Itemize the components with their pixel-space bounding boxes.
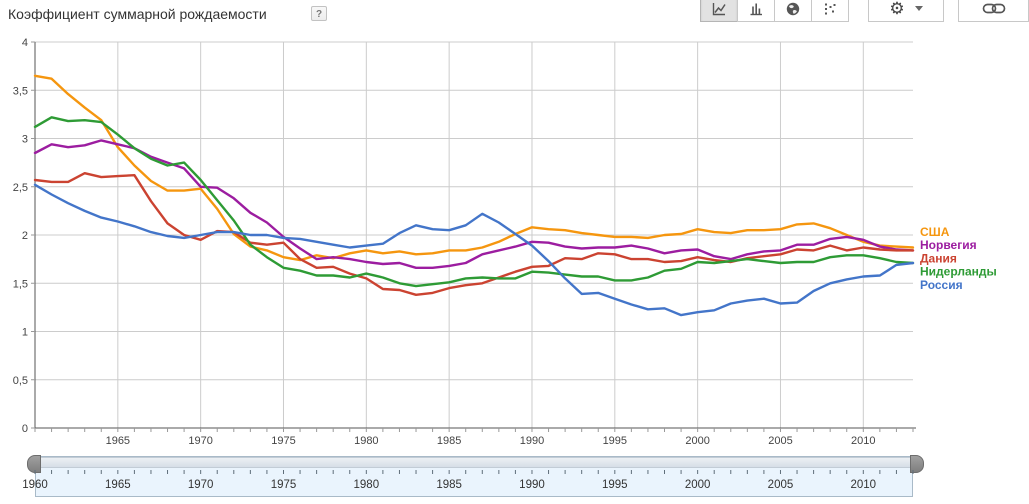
line-chart-icon	[710, 0, 728, 18]
series-line-netherlands[interactable]	[33, 116, 915, 288]
x-axis-label: 1995	[603, 435, 627, 447]
legend-label-usa[interactable]: США	[920, 225, 950, 239]
x-axis-label: 1990	[520, 435, 544, 447]
slider-handle-end[interactable]	[910, 455, 924, 473]
y-axis-label: 3,5	[13, 85, 28, 97]
globe-icon	[784, 0, 802, 18]
legend-label-norway[interactable]: Норвегия	[920, 238, 977, 252]
x-axis-label: 1980	[354, 435, 378, 447]
legend-label-denmark[interactable]: Дания	[920, 251, 957, 265]
series-line-denmark[interactable]	[33, 171, 915, 296]
x-axis-label: 1970	[188, 435, 212, 447]
legend-label-netherlands[interactable]: Нидерланды	[920, 265, 997, 279]
x-axis-label: 1965	[106, 435, 130, 447]
scatter-chart-icon	[821, 0, 839, 18]
y-axis-label: 4	[22, 37, 28, 49]
x-axis-label: 2000	[685, 435, 709, 447]
bar-chart-icon	[747, 0, 765, 18]
chevron-down-icon	[914, 6, 923, 11]
settings-button[interactable]: ⚙	[868, 0, 944, 22]
legend-label-russia[interactable]: Россия	[920, 278, 963, 292]
y-axis-label: 3	[22, 134, 28, 146]
line-chart-button[interactable]	[700, 0, 738, 22]
slider-track[interactable]	[35, 457, 913, 468]
fertility-rate-line-chart: 1965 1970 1975 1980 1985 1990 1995 2000 2005 2010…	[13, 37, 997, 447]
series-line-usa[interactable]	[33, 74, 915, 262]
page-title: Коэффициент суммарной рождаемости	[8, 6, 267, 22]
time-range-slider: 1960 1965 1970 1975 1980 1985 1990 1995 2000 2005…	[22, 455, 924, 499]
y-axis-label: 2	[22, 230, 28, 242]
y-axis-label: 0	[22, 423, 28, 435]
x-axis-label: 2005	[768, 435, 792, 447]
y-axis-label: 0,5	[13, 375, 28, 387]
scatter-chart-button[interactable]	[811, 0, 849, 22]
series-line-russia[interactable]	[33, 183, 915, 317]
x-axis-label: 1975	[271, 435, 295, 447]
x-axis-label: 1985	[437, 435, 461, 447]
help-button[interactable]: ?	[311, 6, 327, 21]
share-link-button[interactable]	[958, 0, 1029, 22]
map-chart-button[interactable]	[774, 0, 812, 22]
x-axis-label: 2010	[851, 435, 875, 447]
gear-icon: ⚙	[889, 0, 905, 18]
slider-handle-start[interactable]	[27, 455, 41, 473]
bar-chart-button[interactable]	[737, 0, 775, 22]
link-icon	[982, 2, 1006, 15]
y-axis-label: 1,5	[13, 278, 28, 290]
y-axis-label: 2,5	[13, 182, 28, 194]
y-axis-label: 1	[22, 327, 28, 339]
series-line-norway[interactable]	[33, 139, 915, 270]
